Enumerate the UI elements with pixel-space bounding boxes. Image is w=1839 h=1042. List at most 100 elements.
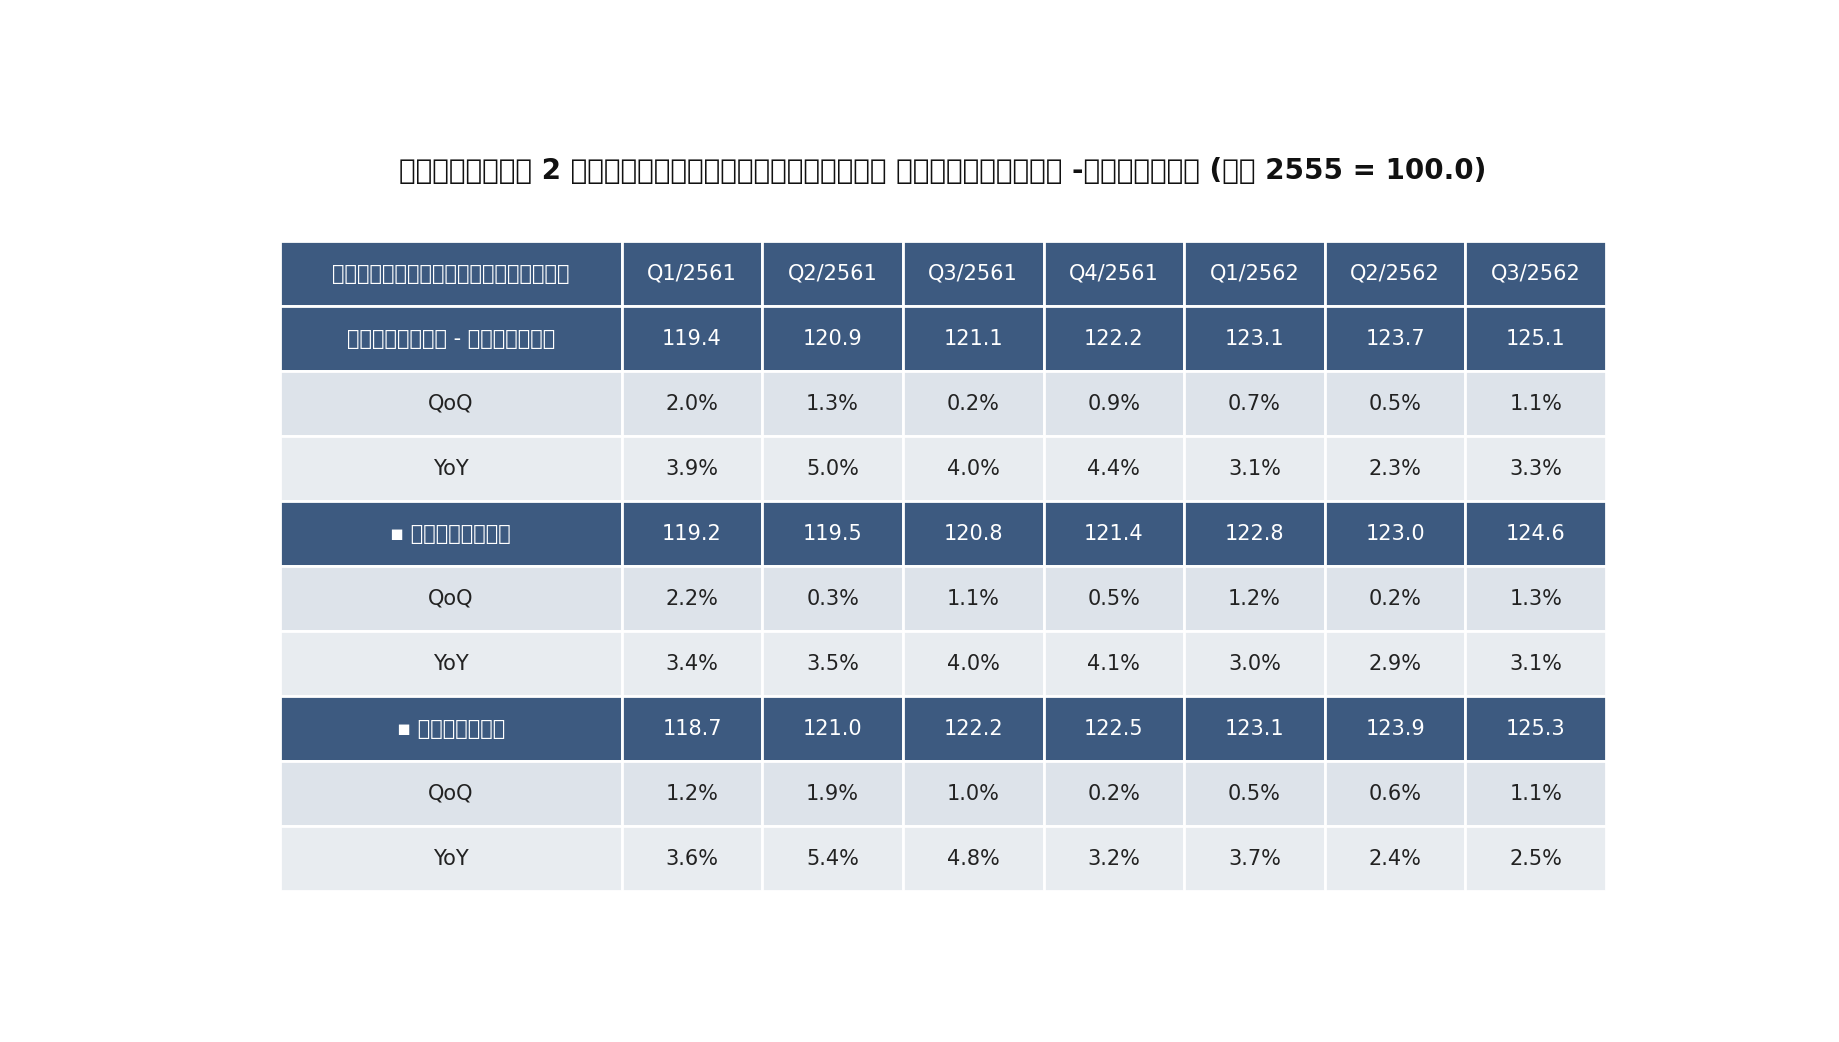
Text: 123.9: 123.9: [1365, 719, 1423, 739]
Text: 3.0%: 3.0%: [1227, 653, 1280, 674]
Bar: [1043, 762, 1184, 826]
Bar: [280, 242, 622, 306]
Bar: [1184, 371, 1324, 437]
Text: 0.2%: 0.2%: [1087, 784, 1140, 803]
Text: 4.8%: 4.8%: [947, 849, 999, 869]
Text: 119.2: 119.2: [662, 524, 721, 544]
Text: 5.0%: 5.0%: [805, 458, 859, 479]
Bar: [1464, 371, 1605, 437]
Text: YoY: YoY: [432, 849, 469, 869]
Text: 1.1%: 1.1%: [1508, 784, 1561, 803]
Text: 123.1: 123.1: [1225, 719, 1284, 739]
Text: 122.8: 122.8: [1225, 524, 1284, 544]
Text: 4.0%: 4.0%: [947, 653, 999, 674]
Text: ดัชนีราคาบ้านเดี่ยว: ดัชนีราคาบ้านเดี่ยว: [331, 264, 570, 283]
Bar: [761, 826, 903, 891]
Text: Q3/2562: Q3/2562: [1490, 264, 1580, 283]
Text: 125.1: 125.1: [1504, 329, 1565, 349]
Text: Q2/2562: Q2/2562: [1350, 264, 1440, 283]
Bar: [1184, 437, 1324, 501]
Text: 120.9: 120.9: [802, 329, 862, 349]
Text: 1.3%: 1.3%: [1508, 589, 1561, 609]
Text: ▪ กรุงเทพฯ: ▪ กรุงเทพฯ: [390, 524, 511, 544]
Text: 0.7%: 0.7%: [1227, 394, 1280, 414]
Bar: [622, 437, 761, 501]
Bar: [1464, 826, 1605, 891]
Bar: [1184, 826, 1324, 891]
Text: 3.2%: 3.2%: [1087, 849, 1140, 869]
Text: 124.6: 124.6: [1504, 524, 1565, 544]
Bar: [903, 566, 1043, 631]
Bar: [1324, 566, 1464, 631]
Text: 120.8: 120.8: [943, 524, 1002, 544]
Bar: [280, 371, 622, 437]
Text: 3.1%: 3.1%: [1508, 653, 1561, 674]
Bar: [1324, 306, 1464, 371]
Text: QoQ: QoQ: [428, 394, 473, 414]
Bar: [1184, 696, 1324, 762]
Text: 121.1: 121.1: [943, 329, 1002, 349]
Text: ตารางที่ 2 ดัชนีราคาบ้านเดี่ยว ในกรุงเทพฯ -ปริมณฑล (ปี 2555 = 100.0): ตารางที่ 2 ดัชนีราคาบ้านเดี่ยว ในกรุงเทพ…: [399, 157, 1486, 185]
Bar: [903, 501, 1043, 567]
Bar: [622, 696, 761, 762]
Text: 0.6%: 0.6%: [1368, 784, 1422, 803]
Bar: [1464, 631, 1605, 696]
Bar: [622, 371, 761, 437]
Text: 121.0: 121.0: [802, 719, 862, 739]
Bar: [1464, 696, 1605, 762]
Bar: [280, 762, 622, 826]
Bar: [761, 371, 903, 437]
Text: 1.0%: 1.0%: [947, 784, 999, 803]
Bar: [1184, 566, 1324, 631]
Bar: [280, 306, 622, 371]
Bar: [1043, 826, 1184, 891]
Text: 4.0%: 4.0%: [947, 458, 999, 479]
Text: 122.2: 122.2: [943, 719, 1002, 739]
Text: 2.9%: 2.9%: [1368, 653, 1422, 674]
Text: 123.1: 123.1: [1225, 329, 1284, 349]
Bar: [1324, 762, 1464, 826]
Bar: [761, 306, 903, 371]
Text: 0.5%: 0.5%: [1227, 784, 1280, 803]
Text: Q3/2561: Q3/2561: [929, 264, 1017, 283]
Text: YoY: YoY: [432, 653, 469, 674]
Text: 119.4: 119.4: [662, 329, 721, 349]
Bar: [1324, 371, 1464, 437]
Text: 3.1%: 3.1%: [1227, 458, 1280, 479]
Text: 3.6%: 3.6%: [666, 849, 717, 869]
Text: 1.2%: 1.2%: [1227, 589, 1280, 609]
Bar: [1043, 437, 1184, 501]
Bar: [761, 437, 903, 501]
Bar: [1184, 501, 1324, 567]
Text: 0.5%: 0.5%: [1368, 394, 1422, 414]
Text: 1.9%: 1.9%: [805, 784, 859, 803]
Bar: [761, 501, 903, 567]
Bar: [1043, 501, 1184, 567]
Bar: [761, 631, 903, 696]
Text: 2.5%: 2.5%: [1508, 849, 1561, 869]
Text: 0.2%: 0.2%: [947, 394, 999, 414]
Text: YoY: YoY: [432, 458, 469, 479]
Text: 122.5: 122.5: [1083, 719, 1144, 739]
Bar: [1324, 242, 1464, 306]
Bar: [761, 566, 903, 631]
Bar: [280, 826, 622, 891]
Bar: [622, 242, 761, 306]
Bar: [1324, 501, 1464, 567]
Bar: [1043, 371, 1184, 437]
Bar: [1324, 631, 1464, 696]
Text: 2.0%: 2.0%: [666, 394, 717, 414]
Bar: [280, 631, 622, 696]
Text: 0.3%: 0.3%: [805, 589, 859, 609]
Bar: [1184, 762, 1324, 826]
Text: 1.1%: 1.1%: [947, 589, 999, 609]
Text: QoQ: QoQ: [428, 784, 473, 803]
Bar: [622, 826, 761, 891]
Bar: [1184, 306, 1324, 371]
Text: 3.3%: 3.3%: [1508, 458, 1561, 479]
Bar: [903, 437, 1043, 501]
Text: 2.3%: 2.3%: [1368, 458, 1422, 479]
Text: 3.9%: 3.9%: [666, 458, 717, 479]
Bar: [622, 631, 761, 696]
Bar: [1324, 826, 1464, 891]
